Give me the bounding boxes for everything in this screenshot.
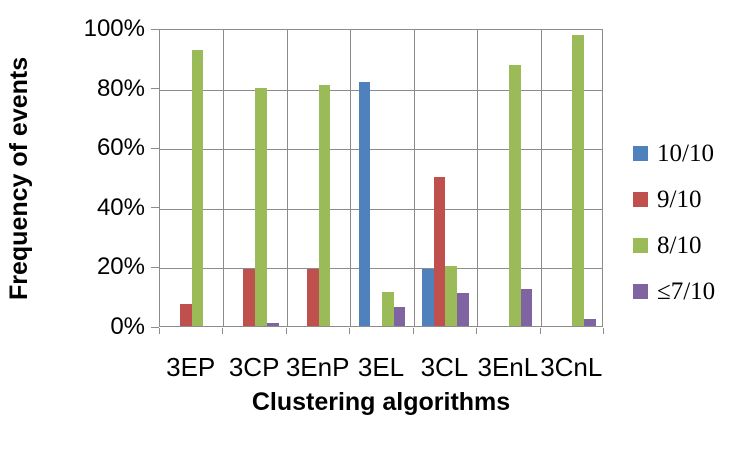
y-tick-label: 60% [96,134,145,162]
gridline [477,30,479,326]
bar [393,306,406,326]
bar-group [477,30,540,326]
bar-group [350,30,413,326]
bar-group [287,30,350,326]
y-tick-label: 100% [83,15,145,42]
bar [508,65,521,326]
y-tick-label: 80% [96,74,145,102]
bar [520,288,533,326]
x-tick-label: 3EnL [477,352,539,382]
legend: 10/10 9/10 8/10 ≤7/10 [633,139,715,306]
bar [243,269,256,326]
bar [255,87,267,326]
legend-item: 8/10 [633,231,715,260]
x-tick-label: 3CP [228,352,280,382]
x-tick-mark [159,328,160,334]
legend-swatch [633,192,648,207]
bar [433,177,446,326]
bar-group [160,30,223,326]
y-tick-mark [151,88,159,90]
bar-group [223,30,286,326]
legend-swatch [633,238,648,253]
gridline [160,268,602,270]
legend-item: 10/10 [633,139,715,168]
y-tick-mark [151,147,159,149]
gridline [160,208,602,210]
y-axis-title: Frequency of events [5,56,33,300]
legend-swatch [633,146,648,161]
bar [583,318,596,326]
x-tick-label: 3CnL [540,352,603,382]
bar-group [414,30,477,326]
legend-label: 8/10 [657,231,702,259]
gridline [160,89,602,91]
y-tick-mark [151,326,159,328]
y-tick-label: 40% [96,193,145,221]
y-tick-label: 0% [110,313,145,340]
gridline [286,30,288,326]
x-tick-mark [285,328,287,334]
x-tick-mark [539,328,541,334]
bar [266,323,279,326]
y-tick-mark [151,28,159,30]
bar [306,269,319,326]
legend-label: ≤7/10 [657,277,716,305]
x-tick-label: 3EL [357,352,405,382]
bar [445,266,458,326]
x-tick-mark [476,328,478,334]
plot-area [159,29,603,327]
legend-label: 9/10 [657,185,702,213]
x-axis-title: Clustering algorithms [251,388,511,416]
bar [180,303,192,326]
x-tick-label: 3EP [166,352,216,382]
gridline [160,149,602,151]
legend-label: 10/10 [657,139,714,167]
y-tick-label: 20% [96,253,145,281]
y-tick-mark [151,207,159,209]
bar [572,35,584,326]
x-tick-label: 3EnP [285,352,350,382]
x-tick-mark [412,328,414,334]
legend-item: ≤7/10 [633,277,715,306]
bar [457,293,469,326]
legend-item: 9/10 [633,185,715,214]
bar [191,50,204,326]
bar-group [541,30,604,326]
bar [422,269,434,326]
x-tick-mark [603,328,604,334]
gridline [223,30,225,326]
bar [358,81,371,326]
x-tick-mark [349,328,351,334]
x-tick-mark [222,328,224,334]
gridline [350,30,352,326]
legend-swatch [633,284,648,299]
gridline [540,30,542,326]
bar [318,84,331,326]
bar [381,291,394,326]
x-tick-label: 3CL [420,352,469,382]
y-tick-mark [151,266,159,268]
gridline [413,30,415,326]
